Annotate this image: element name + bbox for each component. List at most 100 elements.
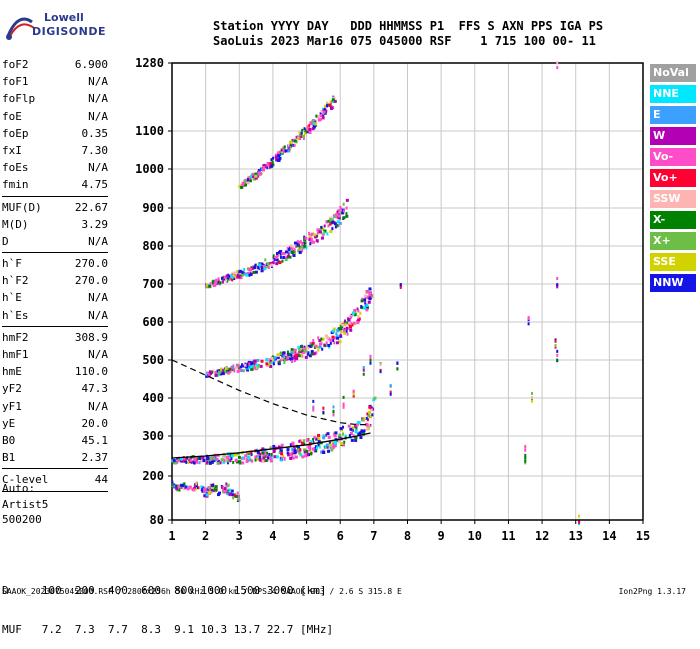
echo-point — [176, 457, 179, 461]
echo-point — [321, 337, 325, 341]
echo-point — [336, 220, 340, 224]
echo-point — [301, 249, 304, 253]
echo-point — [282, 256, 286, 260]
echo-point — [282, 149, 285, 153]
echo-point — [337, 209, 341, 213]
echo-point — [282, 454, 285, 458]
echo-point — [270, 164, 274, 168]
param-row: h`Es N/A — [2, 307, 108, 324]
echo-point — [339, 324, 342, 328]
echo-point — [332, 442, 336, 446]
echo-point — [204, 285, 207, 289]
echo-point — [301, 350, 305, 354]
echo-point — [202, 458, 206, 462]
echo-point — [279, 255, 282, 259]
echo-point — [268, 452, 271, 456]
echo-point — [198, 456, 201, 460]
echo-point — [258, 450, 262, 454]
echo-point — [372, 398, 376, 402]
echo-point — [303, 131, 306, 135]
param-value: N/A — [88, 161, 108, 175]
echo-point — [180, 483, 183, 487]
echo-point — [556, 349, 559, 353]
echo-point — [180, 457, 184, 461]
echo-point — [205, 493, 208, 497]
echo-point — [275, 258, 279, 262]
echo-point — [305, 246, 308, 250]
echo-point — [208, 284, 212, 288]
echo-point — [343, 321, 346, 325]
param-value: 45.1 — [81, 433, 109, 447]
echo-point — [352, 392, 355, 396]
echo-point — [213, 487, 216, 491]
echo-point — [306, 352, 309, 356]
echo-point — [365, 303, 369, 307]
echo-point — [243, 268, 246, 272]
echo-point — [294, 357, 298, 361]
polarization-legend: NoVal NNE E W Vo- Vo+ SSW X- X+ SSE NNW — [650, 64, 696, 295]
echo-point — [365, 416, 368, 420]
echo-point — [349, 325, 353, 329]
echo-point — [314, 344, 318, 348]
param-value: 22.67 — [74, 200, 108, 214]
echo-point — [211, 486, 215, 490]
echo-point — [183, 459, 187, 463]
echo-point — [323, 343, 326, 347]
echo-point — [364, 301, 367, 305]
echo-point — [341, 323, 345, 327]
echo-point — [312, 338, 315, 342]
param-row: foE N/A — [2, 108, 108, 125]
echo-point — [336, 210, 339, 214]
echo-point — [345, 329, 348, 333]
echo-point — [331, 440, 335, 444]
echo-point — [255, 363, 259, 367]
legend-item-nnw: NNW — [650, 274, 696, 292]
echo-point — [286, 448, 290, 452]
echo-point — [283, 456, 286, 460]
echo-point — [228, 492, 232, 496]
echo-point — [224, 487, 227, 491]
echo-point — [216, 459, 220, 463]
echo-point — [301, 348, 304, 352]
echo-point — [339, 333, 342, 337]
echo-point — [244, 454, 248, 458]
echo-point — [321, 227, 325, 231]
param-name: h`Es — [2, 308, 29, 322]
echo-point — [185, 460, 188, 464]
echo-point — [231, 276, 234, 280]
echo-point — [299, 135, 302, 139]
echo-point — [270, 263, 274, 267]
echo-point — [272, 362, 275, 366]
echo-point — [171, 480, 174, 484]
echo-point — [315, 448, 318, 452]
echo-point — [243, 363, 247, 367]
echo-point — [342, 443, 346, 447]
echo-point — [339, 427, 343, 431]
echo-point — [325, 341, 328, 345]
echo-point — [315, 114, 318, 118]
echo-point — [331, 98, 335, 102]
echo-point — [218, 372, 222, 376]
echo-point — [201, 455, 205, 459]
echo-point — [258, 455, 261, 459]
echo-point — [252, 177, 256, 181]
echo-point — [322, 411, 325, 415]
echo-point — [247, 271, 251, 275]
x-tick-label: 2 — [202, 529, 209, 543]
echo-point — [225, 274, 229, 278]
echo-point — [295, 353, 299, 357]
echo-point — [361, 297, 364, 301]
echo-point — [330, 448, 334, 452]
echo-point — [288, 140, 292, 144]
echo-point — [311, 240, 315, 244]
echo-point — [355, 426, 358, 430]
param-value: 0.35 — [81, 126, 109, 140]
echo-point — [279, 358, 282, 362]
echo-point — [273, 359, 276, 363]
echo-point — [251, 174, 255, 178]
echo-point — [296, 242, 299, 246]
echo-point — [332, 405, 335, 409]
echo-point — [342, 202, 345, 206]
echo-point — [346, 332, 349, 336]
echo-point — [300, 245, 304, 249]
